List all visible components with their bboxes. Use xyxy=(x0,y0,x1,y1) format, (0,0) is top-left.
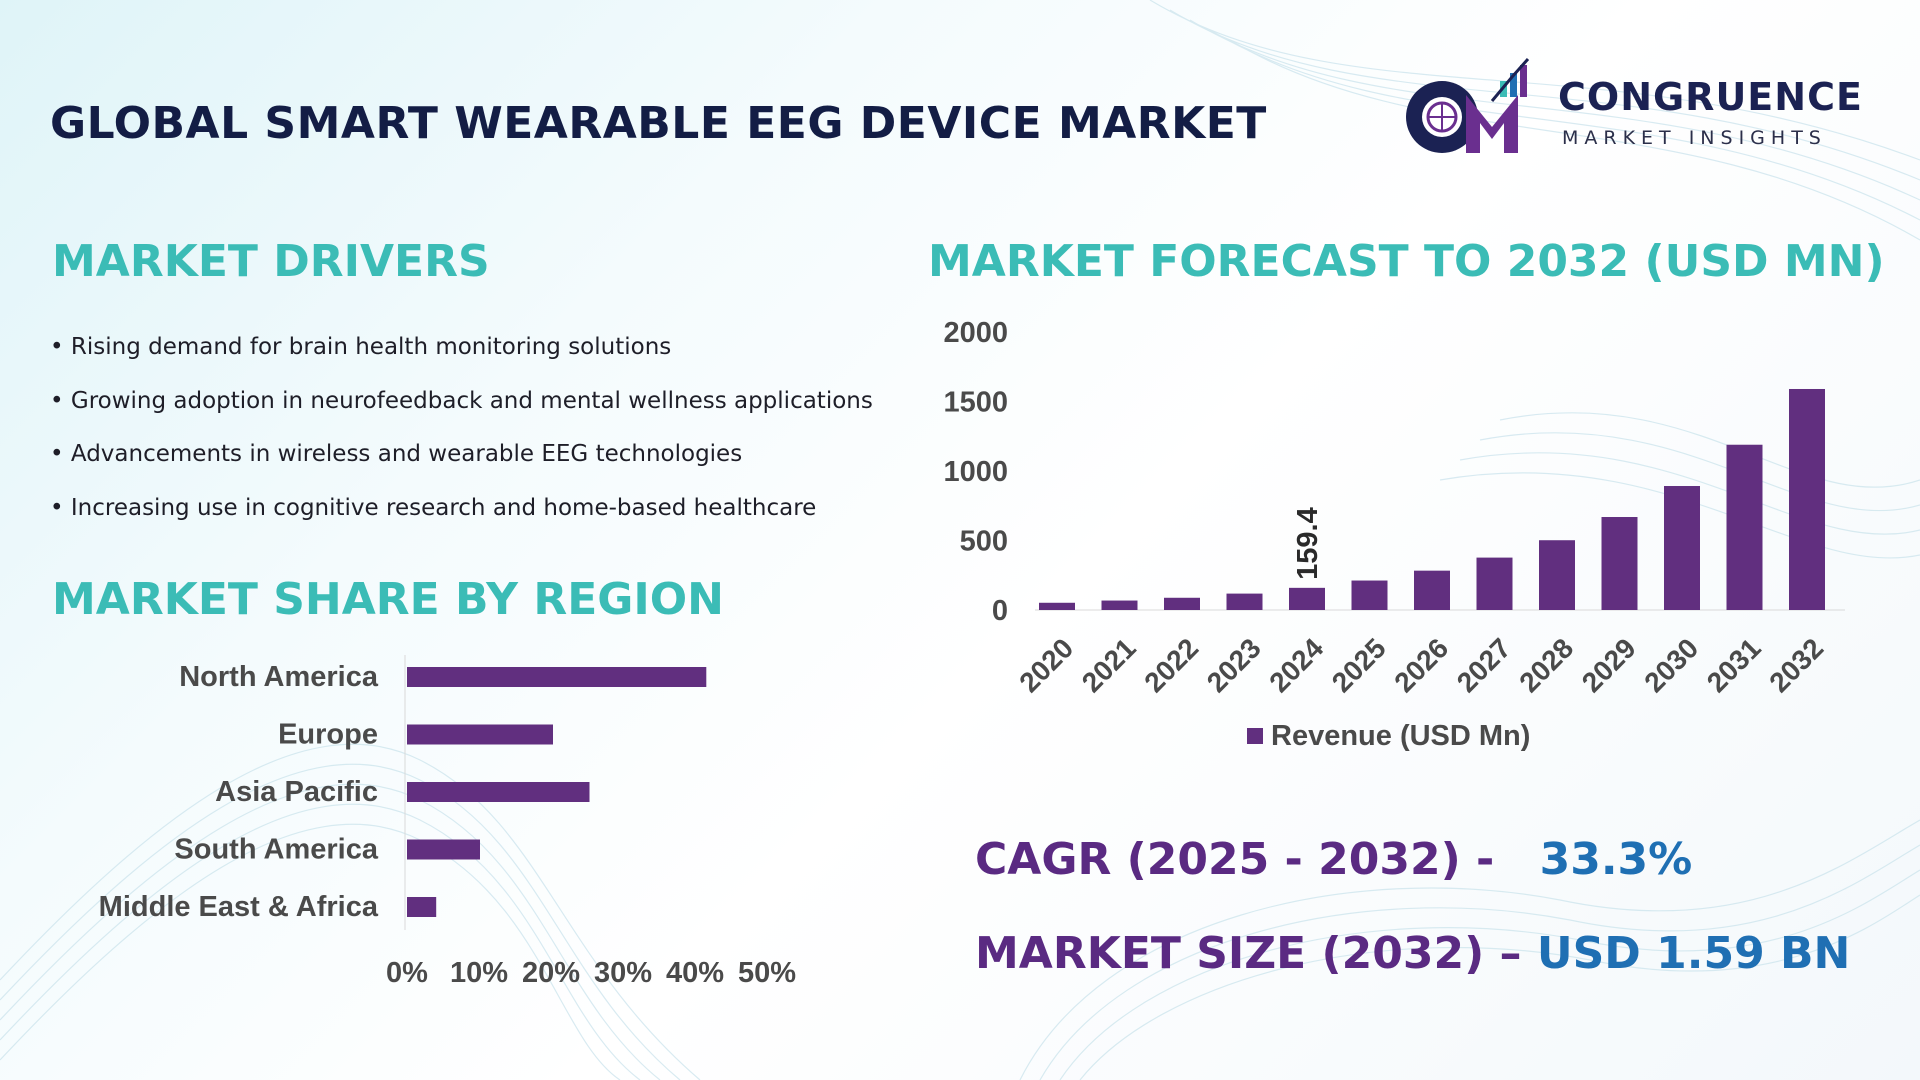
region-category-label: Asia Pacific xyxy=(215,776,378,808)
logo-name: CONGRUENCE xyxy=(1558,75,1863,119)
forecast-bar xyxy=(1476,557,1513,610)
forecast-x-tick-label: 2023 xyxy=(1201,632,1267,698)
region-tick-label: 0% xyxy=(386,957,428,989)
forecast-bar xyxy=(1664,486,1700,610)
region-category-label: South America xyxy=(174,834,378,866)
forecast-x-tick-label: 2026 xyxy=(1388,632,1454,698)
region-tick-label: 10% xyxy=(450,957,508,989)
region-bar xyxy=(407,724,553,745)
forecast-bar xyxy=(1726,444,1763,610)
region-title: MARKET SHARE BY REGION xyxy=(52,574,724,625)
cagr-label: CAGR (2025 - 2032) - xyxy=(975,834,1495,885)
forecast-x-tick-label: 2032 xyxy=(1763,632,1829,698)
forecast-x-tick-label: 2028 xyxy=(1513,632,1579,698)
drivers-list: • Rising demand for brain health monitor… xyxy=(50,330,873,544)
logo-mark-icon xyxy=(1406,58,1530,153)
forecast-x-tick-label: 2020 xyxy=(1013,632,1079,698)
region-category-label: North America xyxy=(179,661,379,693)
forecast-y-tick-label: 0 xyxy=(992,595,1008,627)
forecast-x-tick-label: 2031 xyxy=(1701,632,1767,698)
forecast-legend-swatch xyxy=(1247,728,1263,744)
forecast-y-tick-label: 500 xyxy=(960,526,1008,558)
forecast-x-tick-label: 2022 xyxy=(1138,632,1204,698)
forecast-x-tick-label: 2029 xyxy=(1576,632,1642,698)
market-size-label: MARKET SIZE (2032) – xyxy=(975,928,1522,979)
forecast-y-tick-label: 2000 xyxy=(943,317,1008,349)
forecast-bar xyxy=(1789,388,1825,610)
forecast-y-tick-label: 1000 xyxy=(943,456,1008,488)
drivers-title: MARKET DRIVERS xyxy=(52,236,490,287)
forecast-x-tick-label: 2030 xyxy=(1638,632,1704,698)
region-bar xyxy=(407,897,437,917)
forecast-bar xyxy=(1289,587,1325,610)
region-tick-label: 40% xyxy=(666,957,724,989)
brand-logo: CONGRUENCE MARKET INSIGHTS xyxy=(1400,55,1880,165)
logo-subtitle: MARKET INSIGHTS xyxy=(1562,127,1827,149)
region-tick-label: 50% xyxy=(738,957,796,989)
driver-item: • Rising demand for brain health monitor… xyxy=(50,334,672,360)
forecast-x-tick-label: 2027 xyxy=(1451,632,1517,698)
forecast-x-tick-label: 2025 xyxy=(1326,632,1392,698)
market-size-value: USD 1.59 BN xyxy=(1536,928,1851,979)
driver-item: • Growing adoption in neurofeedback and … xyxy=(50,387,873,414)
region-tick-label: 20% xyxy=(522,957,580,989)
region-bar xyxy=(407,667,707,687)
region-category-label: Europe xyxy=(278,719,378,751)
cagr-row: CAGR (2025 - 2032) - 33.3% xyxy=(975,834,1692,885)
forecast-bar xyxy=(1164,597,1200,610)
forecast-bar xyxy=(1101,600,1138,610)
forecast-bar xyxy=(1039,602,1075,610)
forecast-y-tick-label: 1500 xyxy=(943,387,1008,419)
forecast-bar xyxy=(1351,580,1388,610)
region-bar xyxy=(407,782,590,802)
driver-item: • Advancements in wireless and wearable … xyxy=(50,441,743,467)
forecast-bar xyxy=(1539,540,1575,610)
market-size-row: MARKET SIZE (2032) – USD 1.59 BN xyxy=(975,928,1850,979)
forecast-title: MARKET FORECAST TO 2032 (USD MN) xyxy=(928,236,1885,287)
cagr-value: 33.3% xyxy=(1539,834,1693,885)
forecast-legend-label: Revenue (USD Mn) xyxy=(1271,720,1530,752)
forecast-data-label: 159.4 xyxy=(1292,507,1324,580)
region-tick-label: 30% xyxy=(594,957,652,989)
region-bar xyxy=(407,839,480,860)
driver-item: • Increasing use in cognitive research a… xyxy=(50,494,817,521)
forecast-bar xyxy=(1414,570,1450,610)
forecast-bar xyxy=(1601,517,1638,610)
region-category-label: Middle East & Africa xyxy=(99,891,379,923)
forecast-bar xyxy=(1226,593,1263,610)
page-title: GLOBAL SMART WEARABLE EEG DEVICE MARKET xyxy=(50,98,1267,149)
forecast-x-tick-label: 2024 xyxy=(1263,632,1329,698)
forecast-x-tick-label: 2021 xyxy=(1076,632,1142,698)
